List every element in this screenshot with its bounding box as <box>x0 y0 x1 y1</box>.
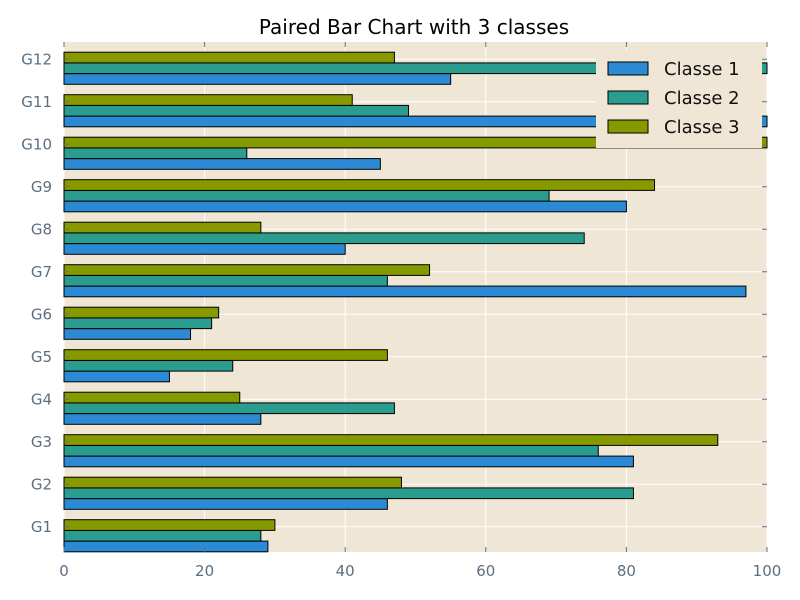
bar-classe-3-g7 <box>63 264 431 276</box>
x-axis-ticks: 0 20 40 60 80 100 <box>59 42 781 580</box>
y-tick-label: G9 <box>31 178 52 196</box>
bar-classe-1-g5 <box>63 370 170 383</box>
y-tick-label: G11 <box>21 93 52 111</box>
bar-classe-3-g12 <box>63 51 395 64</box>
bar-classe-2-g5 <box>63 359 234 372</box>
bar-classe-2-g1 <box>63 529 262 542</box>
bar-classe-3-g10 <box>63 136 768 149</box>
bar-classe-3-g2 <box>63 476 402 489</box>
legend-label: Classe 2 <box>664 88 740 109</box>
x-tick-label: 20 <box>195 562 214 580</box>
bar-classe-2-g3 <box>63 444 599 457</box>
y-tick-label: G5 <box>31 348 52 366</box>
x-tick-label: 0 <box>59 562 69 580</box>
bar-classe-2-g6 <box>63 317 213 330</box>
bar-classe-2-g4 <box>63 402 395 415</box>
bar-classe-1-g2 <box>63 498 388 510</box>
bar-classe-1-g1 <box>63 540 269 553</box>
legend-swatch <box>607 119 649 134</box>
y-tick-label: G3 <box>31 433 52 451</box>
bar-classe-1-g10 <box>63 158 381 170</box>
bars <box>63 51 768 553</box>
x-tick-label: 40 <box>336 562 355 580</box>
bar-classe-3-g3 <box>63 434 719 446</box>
bar-classe-1-g9 <box>63 200 627 213</box>
bar-classe-1-g3 <box>63 455 634 468</box>
bar-classe-1-g11 <box>63 115 768 128</box>
y-tick-label: G10 <box>21 135 52 153</box>
bar-classe-3-g9 <box>63 179 656 191</box>
bar-classe-2-g7 <box>63 274 388 287</box>
bar-classe-1-g12 <box>63 73 452 85</box>
y-tick-label: G7 <box>31 263 52 281</box>
bar-classe-1-g6 <box>63 328 192 340</box>
legend-label: Classe 3 <box>664 117 740 138</box>
y-tick-label: G8 <box>31 220 52 238</box>
bar-classe-1-g7 <box>63 285 747 298</box>
bar-classe-2-g2 <box>63 487 634 500</box>
x-tick-label: 60 <box>476 562 495 580</box>
legend-swatch <box>607 90 649 105</box>
y-tick-label: G12 <box>21 50 52 68</box>
bar-classe-1-g8 <box>63 243 346 255</box>
chart-title: Paired Bar Chart with 3 classes <box>259 15 569 39</box>
bar-classe-2-g12 <box>63 62 768 75</box>
y-tick-label: G4 <box>31 390 52 408</box>
y-tick-label: G1 <box>31 518 52 536</box>
bar-classe-1-g4 <box>63 413 262 425</box>
legend-label: Classe 1 <box>664 59 740 80</box>
bar-classe-3-g4 <box>63 391 241 404</box>
legend: Classe 1 Classe 2 Classe 3 <box>596 50 762 148</box>
bar-classe-3-g8 <box>63 221 262 234</box>
bar-classe-2-g9 <box>63 189 550 202</box>
y-tick-label: G6 <box>31 305 52 323</box>
bar-classe-3-g5 <box>63 349 388 361</box>
y-tick-label: G2 <box>31 475 52 493</box>
bar-classe-3-g6 <box>63 306 220 319</box>
bar-classe-3-g1 <box>63 519 276 531</box>
bar-classe-2-g11 <box>63 104 409 117</box>
x-tick-label: 100 <box>753 562 782 580</box>
bar-classe-2-g10 <box>63 147 248 160</box>
bar-classe-2-g8 <box>63 232 585 245</box>
y-axis-ticks: G1 G2 G3 G4 G5 G6 G7 G8 G9 G10 G11 G12 <box>21 50 767 536</box>
bar-classe-3-g11 <box>63 94 353 106</box>
legend-swatch <box>607 61 649 76</box>
x-tick-label: 80 <box>617 562 636 580</box>
